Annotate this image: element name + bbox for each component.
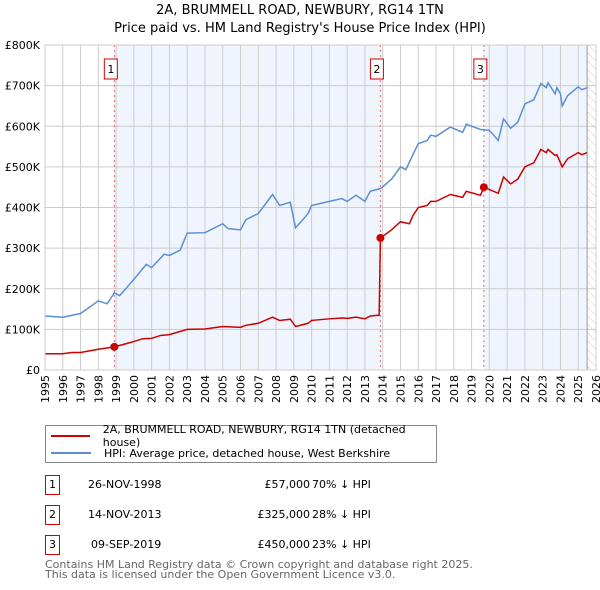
x-tick-label: 2024 [554,375,567,403]
chart-subtitle: Price paid vs. HM Land Registry's House … [114,21,486,36]
x-tick-label: 2016 [412,375,425,403]
y-tick-label: £400K [5,202,41,215]
sale-marker-badge: 1 [45,475,60,495]
plot-frame [44,44,597,371]
sale-label-box [103,58,118,80]
x-tick-label: 2018 [448,375,461,403]
y-tick-label: £700K [5,80,41,93]
sale-label: 1 [107,63,114,76]
y-tick-label: £500K [5,161,41,174]
sale-row: 2 14-NOV-2013 £325,000 28% ↓ HPI [45,505,465,525]
x-tick-label: 2007 [252,375,265,403]
sale-marker-badge: 3 [45,535,60,555]
sale-hpi-diff: 28% ↓ HPI [312,508,371,521]
legend-label: 2A, BRUMMELL ROAD, NEWBURY, RG14 1TN (de… [102,423,406,449]
x-tick-label: 2004 [199,375,212,403]
sale-date: 26-NOV-1998 [88,478,162,491]
x-tick-label: 2011 [323,375,336,403]
x-tick-label: 2022 [519,375,532,403]
sale-point [110,342,119,351]
sale-date: 09-SEP-2019 [91,538,162,551]
sale-label-box [369,58,384,80]
footer: Contains HM Land Registry data © Crown c… [45,558,473,581]
legend-item-hpi: HPI: Average price, detached house, West… [46,445,390,461]
sale-price: £450,000 [257,538,311,551]
x-tick-label: 1999 [110,375,123,403]
y-tick-label: £300K [5,242,41,255]
x-tick-label: 2005 [217,375,230,403]
x-tick-label: 2023 [537,375,550,403]
x-tick-label: 2012 [341,375,354,403]
x-tick-label: 2003 [181,375,194,403]
price-chart: 1995 1996 1997 1998 1999 2000 2001 2002 2003 2004… [5,39,600,403]
x-tick-label: 2010 [306,375,319,403]
y-tick-label: £0 [26,364,40,377]
x-tick-label: 2019 [466,375,479,403]
x-tick-label: 2026 [590,375,600,403]
sale-label: 2 [373,63,380,76]
legend-item-property: 2A, BRUMMELL ROAD, NEWBURY, RG14 1TN (de… [46,423,436,449]
x-tick-label: 2008 [270,375,283,403]
sale-label-box [473,58,488,80]
chart-title: 2A, BRUMMELL ROAD, NEWBURY, RG14 1TN [156,3,444,18]
x-tick-label: 2017 [430,375,443,403]
sale-price: £57,000 [264,478,311,491]
x-tick-label: 2001 [146,375,159,403]
y-tick-label: £200K [5,283,41,296]
sale-label: 3 [477,63,484,76]
x-tick-label: 2009 [288,375,301,403]
sale-date: 14-NOV-2013 [88,508,162,521]
x-tick-label: 2020 [483,375,496,403]
sale-hpi-diff: 23% ↓ HPI [312,538,371,551]
sale-row: 3 09-SEP-2019 £450,000 23% ↓ HPI [45,535,465,555]
sale-marker-badge: 2 [45,505,60,525]
y-tick-label: £800K [5,39,41,52]
footer-copyright: Contains HM Land Registry data © Crown c… [45,558,473,571]
x-tick-label: 2015 [394,375,407,403]
property-price-line [45,148,588,355]
footer-licence: This data is licensed under the Open Gov… [45,568,396,581]
hpi-line [44,81,588,318]
x-tick-label: 2002 [163,375,176,403]
x-tick-label: 1995 [39,375,52,403]
sale-point [479,183,488,192]
x-tick-label: 2025 [572,375,585,403]
x-tick-label: 1996 [57,375,70,403]
sale-hpi-diff: 70% ↓ HPI [312,478,371,491]
sale-row: 1 26-NOV-1998 £57,000 70% ↓ HPI [45,475,465,495]
x-tick-label: 2013 [359,375,372,403]
x-tick-label: 2000 [128,375,141,403]
y-tick-label: £100K [5,323,41,336]
y-tick-label: £600K [5,120,41,133]
legend: 2A, BRUMMELL ROAD, NEWBURY, RG14 1TN (de… [45,423,437,463]
x-tick-label: 2006 [235,375,248,403]
sale-point [376,233,385,242]
sale-price: £325,000 [257,508,311,521]
x-tick-label: 2021 [501,375,514,403]
x-tick-label: 1997 [75,375,88,403]
legend-label: HPI: Average price, detached house, West… [104,446,391,460]
x-tick-label: 1998 [92,375,105,403]
x-tick-label: 2014 [377,375,390,403]
